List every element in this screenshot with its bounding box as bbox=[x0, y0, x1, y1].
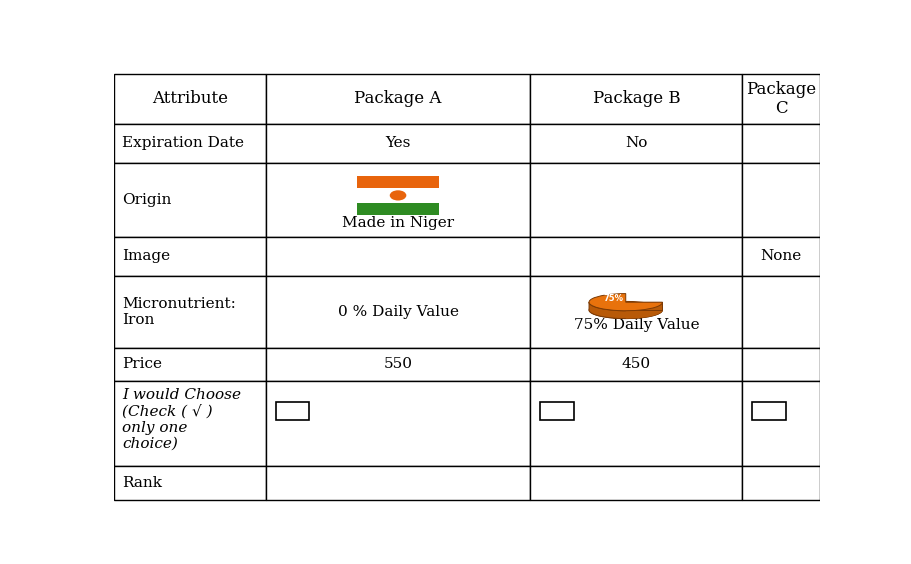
Bar bbox=[530, 124, 742, 162]
Text: I would Choose
(Check ( √ )
only one
choice): I would Choose (Check ( √ ) only one cho… bbox=[122, 388, 241, 451]
Bar bbox=[530, 276, 742, 347]
Polygon shape bbox=[626, 302, 662, 319]
Bar bbox=[114, 381, 266, 466]
Text: Micronutrient:
Iron: Micronutrient: Iron bbox=[122, 297, 236, 327]
Text: None: None bbox=[761, 249, 802, 263]
Bar bbox=[752, 402, 786, 420]
Bar bbox=[742, 381, 820, 466]
Bar bbox=[114, 74, 266, 124]
Bar bbox=[114, 347, 266, 381]
Bar bbox=[357, 203, 439, 215]
Bar bbox=[266, 276, 530, 347]
Bar bbox=[114, 162, 266, 237]
Bar bbox=[114, 276, 266, 347]
Bar bbox=[266, 124, 530, 162]
Text: Price: Price bbox=[122, 358, 162, 372]
Bar bbox=[530, 237, 742, 276]
Bar bbox=[266, 466, 530, 500]
Bar bbox=[530, 162, 742, 237]
Bar bbox=[114, 124, 266, 162]
Polygon shape bbox=[626, 302, 662, 310]
Bar bbox=[742, 74, 820, 124]
Text: Image: Image bbox=[122, 249, 170, 263]
Bar bbox=[742, 466, 820, 500]
Wedge shape bbox=[589, 294, 662, 311]
Text: Origin: Origin bbox=[122, 193, 171, 207]
Bar bbox=[275, 402, 310, 420]
Text: Package B: Package B bbox=[592, 90, 681, 107]
Bar bbox=[742, 237, 820, 276]
Text: 75%: 75% bbox=[603, 294, 623, 303]
Bar bbox=[357, 190, 439, 201]
Text: 75% Daily Value: 75% Daily Value bbox=[574, 318, 699, 332]
Ellipse shape bbox=[589, 301, 662, 319]
Bar bbox=[266, 237, 530, 276]
Bar bbox=[266, 162, 530, 237]
Bar bbox=[530, 466, 742, 500]
Text: 0 % Daily Value: 0 % Daily Value bbox=[338, 305, 458, 319]
Text: Yes: Yes bbox=[385, 136, 411, 150]
Text: Rank: Rank bbox=[122, 476, 162, 490]
Bar bbox=[540, 402, 574, 420]
Bar bbox=[114, 466, 266, 500]
Text: Attribute: Attribute bbox=[152, 90, 228, 107]
Bar bbox=[530, 381, 742, 466]
Bar bbox=[266, 347, 530, 381]
Bar bbox=[530, 74, 742, 124]
Bar bbox=[114, 237, 266, 276]
Bar bbox=[742, 124, 820, 162]
Text: Made in Niger: Made in Niger bbox=[342, 216, 454, 230]
Circle shape bbox=[390, 190, 406, 201]
Bar bbox=[742, 276, 820, 347]
Bar bbox=[266, 381, 530, 466]
Text: No: No bbox=[625, 136, 648, 150]
Text: Package A: Package A bbox=[354, 90, 442, 107]
Bar bbox=[742, 347, 820, 381]
Bar bbox=[357, 176, 439, 188]
Bar bbox=[530, 347, 742, 381]
Text: 550: 550 bbox=[384, 358, 413, 372]
Text: Expiration Date: Expiration Date bbox=[122, 136, 244, 150]
Text: 450: 450 bbox=[622, 358, 650, 372]
Text: Package
C: Package C bbox=[746, 81, 816, 117]
Bar bbox=[266, 74, 530, 124]
Bar bbox=[742, 162, 820, 237]
Polygon shape bbox=[589, 302, 662, 319]
